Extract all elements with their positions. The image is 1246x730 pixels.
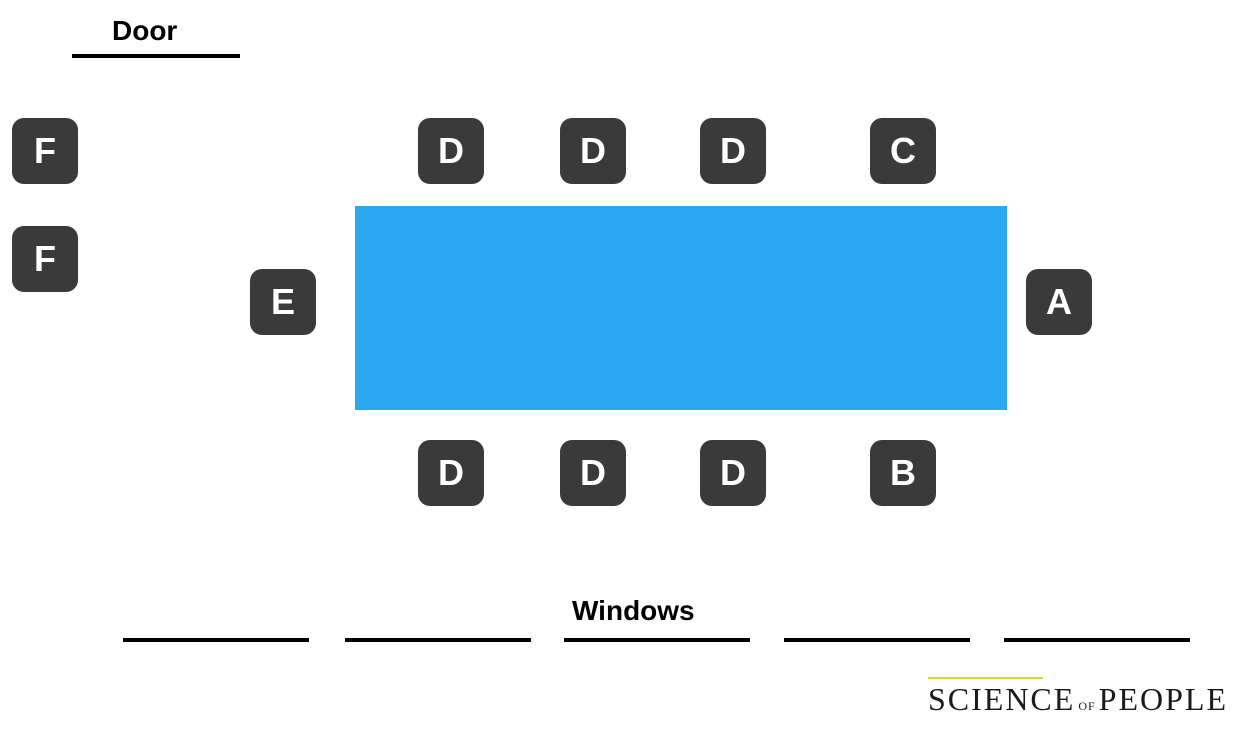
seat-label: E xyxy=(271,281,295,323)
seat-label: B xyxy=(890,452,916,494)
seat-d-bot-2: D xyxy=(560,440,626,506)
seat-label: D xyxy=(438,130,464,172)
window-line-1 xyxy=(123,638,309,642)
seat-label: D xyxy=(720,452,746,494)
window-line-2 xyxy=(345,638,531,642)
seat-label: D xyxy=(720,130,746,172)
seat-b: B xyxy=(870,440,936,506)
seat-d-top-3: D xyxy=(700,118,766,184)
seat-label: D xyxy=(580,452,606,494)
seat-d-top-2: D xyxy=(560,118,626,184)
seat-label: D xyxy=(580,130,606,172)
seat-label: F xyxy=(34,130,56,172)
conference-table xyxy=(355,206,1007,410)
window-line-5 xyxy=(1004,638,1190,642)
seat-e: E xyxy=(250,269,316,335)
seat-label: D xyxy=(438,452,464,494)
seat-f-1: F xyxy=(12,118,78,184)
door-label: Door xyxy=(112,15,177,47)
window-line-3 xyxy=(564,638,750,642)
seat-a: A xyxy=(1026,269,1092,335)
seat-label: A xyxy=(1046,281,1072,323)
seat-c: C xyxy=(870,118,936,184)
seat-label: F xyxy=(34,238,56,280)
logo-underline-icon xyxy=(928,677,1043,679)
science-of-people-logo: SCIENCEOF PEOPLE xyxy=(928,681,1228,718)
seat-f-2: F xyxy=(12,226,78,292)
door-line xyxy=(72,54,240,58)
seat-label: C xyxy=(890,130,916,172)
seat-d-bot-1: D xyxy=(418,440,484,506)
windows-label: Windows xyxy=(572,595,695,627)
logo-word-1: SCIENCE xyxy=(928,681,1075,717)
seat-d-bot-3: D xyxy=(700,440,766,506)
logo-of: OF xyxy=(1078,699,1095,713)
logo-word-2: PEOPLE xyxy=(1099,681,1228,717)
window-line-4 xyxy=(784,638,970,642)
seat-d-top-1: D xyxy=(418,118,484,184)
